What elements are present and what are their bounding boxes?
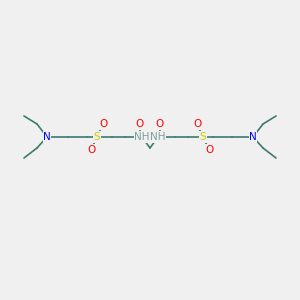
Text: S: S [200,132,206,142]
Text: O: O [205,145,213,155]
Text: S: S [94,132,100,142]
Text: NH: NH [150,132,166,142]
Text: O: O [193,119,201,129]
Text: O: O [99,119,107,129]
Text: N: N [249,132,257,142]
Text: O: O [87,145,95,155]
Text: O: O [136,119,144,129]
Text: NH: NH [134,132,150,142]
Text: N: N [43,132,51,142]
Text: O: O [156,119,164,129]
